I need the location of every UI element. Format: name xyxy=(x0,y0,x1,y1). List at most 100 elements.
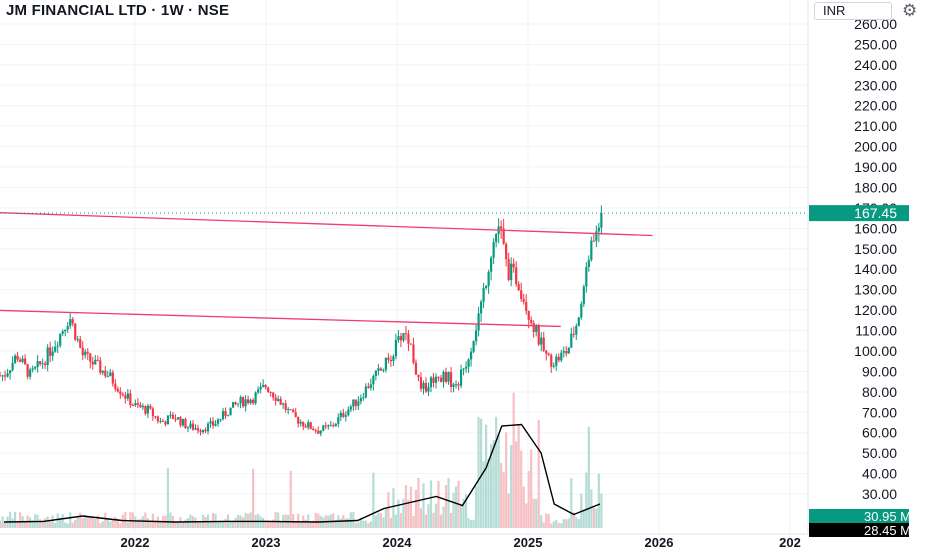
volume-bar xyxy=(467,518,470,528)
volume-bar xyxy=(74,519,77,528)
volume-bar xyxy=(482,461,485,528)
volume-bar xyxy=(485,424,488,528)
candle-body xyxy=(429,377,433,388)
candle-body xyxy=(535,325,538,332)
candle-body xyxy=(129,393,132,406)
price-tick-label: 40.00 xyxy=(862,466,897,482)
volume-bar xyxy=(56,513,59,528)
volume-bar xyxy=(11,518,14,528)
trendlines[interactable] xyxy=(0,211,653,328)
candle-body xyxy=(191,423,195,430)
volume-bar xyxy=(535,498,538,528)
candle-body xyxy=(515,267,518,285)
candle-body xyxy=(560,352,563,361)
candle-body xyxy=(402,333,405,341)
volume-bar xyxy=(487,459,490,528)
price-tick-label: 110.00 xyxy=(855,323,897,339)
volume-bar xyxy=(572,512,575,528)
volume-bar xyxy=(234,517,237,528)
candle-body xyxy=(101,370,104,373)
volume-bar xyxy=(495,416,498,528)
volume-ma-label: 28.45 M xyxy=(864,523,911,538)
volume-bar xyxy=(444,484,448,528)
candle-body xyxy=(377,368,380,371)
candle-body xyxy=(517,284,520,291)
candle-body xyxy=(86,351,89,354)
candle-body xyxy=(412,344,415,363)
candle-body xyxy=(11,362,14,371)
volume-bar xyxy=(294,520,297,528)
candle-body xyxy=(557,356,560,361)
time-tick-label: 2025 xyxy=(514,535,543,550)
volume-bar xyxy=(550,523,553,528)
candle-body xyxy=(399,336,403,341)
price-tick-label: 240.00 xyxy=(854,57,897,73)
candle-body xyxy=(490,257,493,272)
volume-bar xyxy=(141,516,144,528)
candle-body xyxy=(495,234,498,243)
candle-body xyxy=(204,429,207,432)
candle-body xyxy=(442,371,445,382)
volume-bar xyxy=(186,517,190,528)
volume-bar xyxy=(211,513,215,528)
price-tick-label: 70.00 xyxy=(862,404,897,420)
candle-body xyxy=(241,396,245,407)
volume-bar xyxy=(166,468,170,528)
candle-body xyxy=(505,243,508,260)
candle-body xyxy=(439,377,443,382)
candle-body xyxy=(432,377,435,383)
candle-body xyxy=(389,359,393,362)
currency-unit-selector[interactable]: INR xyxy=(814,2,892,20)
candle-body xyxy=(595,231,598,241)
candle-body xyxy=(201,429,205,433)
price-tick-label: 50.00 xyxy=(862,445,897,461)
candle-body xyxy=(570,333,573,348)
candle-body xyxy=(342,412,345,417)
candle-body xyxy=(344,415,347,417)
candle-body xyxy=(565,351,568,354)
candle-body xyxy=(239,396,242,404)
candle-body xyxy=(21,358,24,362)
candle-body xyxy=(26,364,29,377)
price-tick-label: 210.00 xyxy=(854,118,897,134)
candle-body xyxy=(161,420,165,422)
volume-bar xyxy=(540,515,543,528)
volume-bar xyxy=(437,480,440,528)
time-axis[interactable]: 2022 2023 2024 2025 2026 202 xyxy=(0,533,808,550)
candle-body xyxy=(289,409,292,411)
price-axis[interactable]: 30.00 40.00 50.00 60.00 70.00 80.00 90.00 100.0… xyxy=(807,0,932,550)
candle-body xyxy=(1,375,4,377)
volume-bar xyxy=(244,512,247,528)
volume-bar xyxy=(44,518,47,528)
volume-bar xyxy=(404,485,408,528)
volume-bar xyxy=(129,511,132,528)
volume-bar xyxy=(279,522,282,528)
volume-badge xyxy=(809,509,909,523)
candle-body xyxy=(542,337,545,351)
gear-icon[interactable]: ⚙ xyxy=(902,1,918,20)
time-tick-label: 2026 xyxy=(645,535,674,550)
volume-bar xyxy=(79,512,82,528)
candle-body xyxy=(474,330,478,342)
candle-body xyxy=(532,323,535,332)
volume-bar xyxy=(199,522,202,528)
candle-body xyxy=(424,382,428,392)
candle-body xyxy=(407,333,410,344)
candle-body xyxy=(382,369,385,371)
candle-body xyxy=(332,425,335,427)
candle-body xyxy=(249,399,252,403)
candle-body xyxy=(131,405,134,407)
volume-ma-polyline xyxy=(3,423,601,523)
candle-body xyxy=(507,259,510,281)
volume-bar xyxy=(231,520,235,528)
volume-bar xyxy=(84,515,87,528)
volume-bar xyxy=(106,519,109,528)
candle-body xyxy=(417,374,420,378)
volume-bar xyxy=(424,514,428,528)
candle-body xyxy=(174,418,177,420)
candle-body xyxy=(96,359,99,361)
volume-bar xyxy=(134,516,137,528)
candle-body xyxy=(404,333,408,335)
